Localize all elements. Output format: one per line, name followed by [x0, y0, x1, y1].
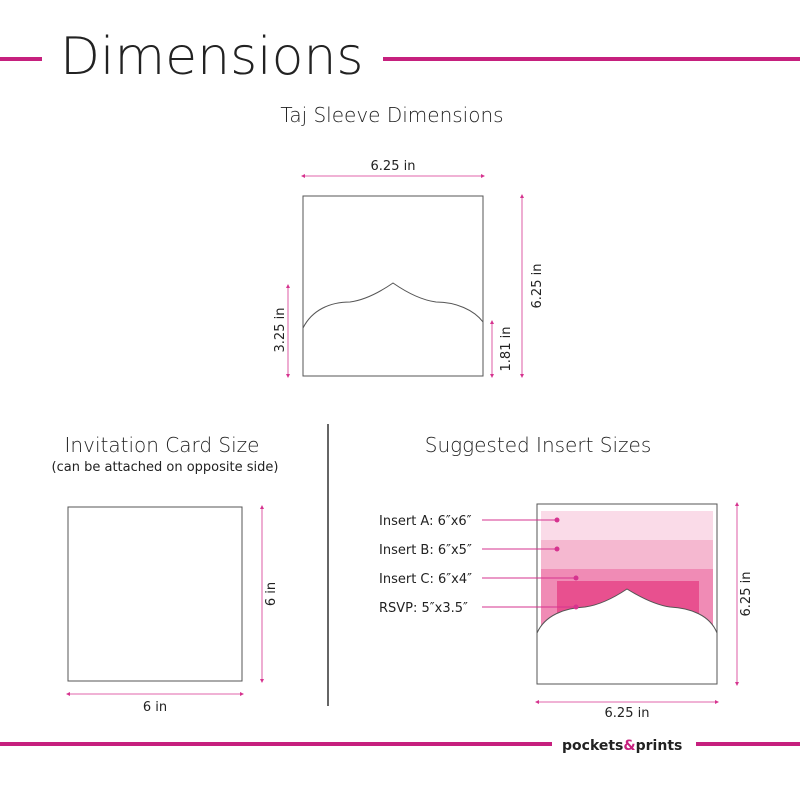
- dimension-label: 6.25 in: [530, 264, 545, 309]
- dimension-label: 6.25 in: [371, 159, 416, 174]
- sleeve-outline: [302, 195, 484, 377]
- footer-rule: [0, 742, 552, 746]
- dimension-label: 6 in: [143, 700, 167, 715]
- insert-legend: Insert A: 6″x6″ Insert B: 6″x5″ Insert C…: [379, 514, 579, 616]
- leader-dot: [573, 604, 579, 610]
- section-title: Taj Sleeve Dimensions: [280, 103, 503, 127]
- dimension-label: 6.25 in: [605, 706, 650, 721]
- section-title: Invitation Card Size: [65, 433, 260, 457]
- header-rule: [0, 57, 42, 61]
- card-outline: [67, 506, 243, 682]
- section-title: Suggested Insert Sizes: [425, 433, 652, 457]
- dimension-label: 1.81 in: [499, 327, 514, 372]
- leader-dot: [554, 546, 560, 552]
- taj-cutout: [536, 588, 718, 685]
- insert-label: Insert A: 6″x6″: [379, 514, 472, 529]
- brand-part: pockets: [562, 738, 623, 754]
- brand: pockets&prints: [562, 738, 682, 754]
- dimension-label: 3.25 in: [273, 308, 288, 353]
- leader-dot: [573, 575, 579, 581]
- section-note: (can be attached on opposite side): [52, 460, 279, 475]
- footer-rule: [696, 742, 800, 746]
- header-rule: [383, 57, 800, 61]
- leader-dot: [554, 517, 560, 523]
- insert-label: Insert B: 6″x5″: [379, 543, 472, 558]
- page-title: Dimensions: [60, 27, 364, 87]
- brand-part: &: [623, 738, 635, 754]
- brand-part: prints: [636, 738, 683, 754]
- insert-label: Insert C: 6″x4″: [379, 572, 472, 587]
- dimension-label: 6 in: [264, 582, 279, 606]
- taj-cutout: [302, 282, 484, 329]
- dimension-label: 6.25 in: [739, 572, 754, 617]
- insert-label: RSVP: 5″x3.5″: [379, 601, 468, 616]
